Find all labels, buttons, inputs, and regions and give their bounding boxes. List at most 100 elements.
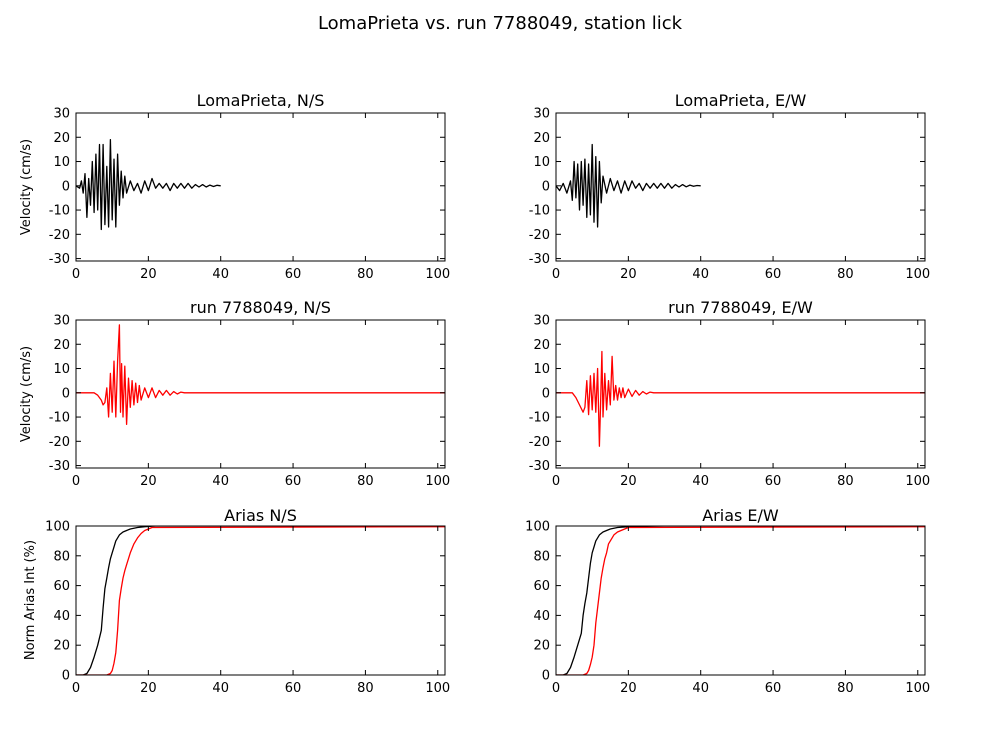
y-tick-label: 0 bbox=[542, 669, 550, 684]
x-tick-label: 40 bbox=[212, 267, 229, 282]
x-tick-label: 40 bbox=[692, 474, 709, 489]
x-tick-label: 60 bbox=[285, 681, 302, 696]
y-tick-label: 100 bbox=[525, 520, 550, 535]
series-line-0 bbox=[76, 526, 445, 675]
series-line-0 bbox=[76, 139, 221, 231]
y-tick-label: 20 bbox=[53, 639, 70, 654]
x-tick-label: 40 bbox=[212, 681, 229, 696]
x-tick-label: 20 bbox=[140, 681, 157, 696]
x-tick-label: 20 bbox=[620, 681, 637, 696]
subplot-run-ns: run 7788049, N/S Velocity (cm/s) 0 20 40 60… bbox=[19, 298, 450, 489]
y-axis-label: Velocity (cm/s) bbox=[19, 139, 34, 235]
plot-frame bbox=[555, 112, 926, 262]
y-tick-label: 0 bbox=[62, 179, 70, 194]
plot-frame bbox=[75, 319, 446, 469]
y-tick-label: -30 bbox=[529, 459, 550, 474]
y-tick-label: -10 bbox=[529, 411, 550, 426]
x-tick-label: 100 bbox=[905, 267, 930, 282]
x-tick-label: 20 bbox=[620, 267, 637, 282]
x-tick-label: 40 bbox=[212, 474, 229, 489]
x-tick-label: 80 bbox=[357, 267, 374, 282]
plot-frame bbox=[75, 112, 446, 262]
x-tick-label: 0 bbox=[72, 681, 80, 696]
y-tick-label: 40 bbox=[533, 609, 550, 624]
panel-title: Arias N/S bbox=[224, 506, 297, 525]
y-tick-label: 0 bbox=[542, 386, 550, 401]
y-axis-label: Velocity (cm/s) bbox=[19, 346, 34, 442]
y-tick-label: 30 bbox=[533, 314, 550, 329]
figure-title: LomaPrieta vs. run 7788049, station lick bbox=[318, 13, 683, 34]
y-tick-label: 10 bbox=[53, 155, 70, 170]
y-tick-label: 0 bbox=[62, 669, 70, 684]
x-tick-label: 60 bbox=[765, 681, 782, 696]
x-tick-label: 40 bbox=[692, 681, 709, 696]
y-tick-label: 30 bbox=[533, 107, 550, 122]
y-tick-label: 0 bbox=[542, 179, 550, 194]
y-tick-label: -30 bbox=[49, 252, 70, 267]
series-line-0 bbox=[556, 143, 701, 228]
x-tick-label: 80 bbox=[837, 681, 854, 696]
y-tick-label: 100 bbox=[45, 520, 70, 535]
y-tick-label: -10 bbox=[49, 411, 70, 426]
series-line-0 bbox=[556, 526, 925, 675]
y-tick-label: -20 bbox=[49, 435, 70, 450]
y-tick-label: 60 bbox=[53, 579, 70, 594]
subplot-lomaprieta-ns: LomaPrieta, N/S Velocity (cm/s) 0 20 40 60 8… bbox=[19, 91, 450, 282]
y-tick-label: -30 bbox=[49, 459, 70, 474]
y-axis-label: Norm Arias Int (%) bbox=[23, 540, 38, 660]
series-line-0 bbox=[76, 324, 445, 425]
subplot-lomaprieta-ew: LomaPrieta, E/W 0 20 40 60 80 100 -30 -20 -10 0 10… bbox=[529, 91, 930, 282]
x-tick-label: 40 bbox=[692, 267, 709, 282]
x-tick-label: 80 bbox=[357, 681, 374, 696]
panel-title: Arias E/W bbox=[702, 506, 779, 525]
plot-frame bbox=[75, 525, 446, 676]
x-tick-label: 80 bbox=[357, 474, 374, 489]
y-tick-label: 40 bbox=[53, 609, 70, 624]
plot-frame bbox=[555, 319, 926, 469]
y-tick-label: 0 bbox=[62, 386, 70, 401]
y-tick-label: 30 bbox=[53, 314, 70, 329]
y-tick-label: 30 bbox=[53, 107, 70, 122]
y-tick-label: 10 bbox=[53, 362, 70, 377]
y-tick-label: 20 bbox=[53, 338, 70, 353]
x-tick-label: 100 bbox=[905, 474, 930, 489]
y-tick-label: 10 bbox=[533, 155, 550, 170]
panel-title: run 7788049, E/W bbox=[668, 298, 813, 317]
x-tick-label: 60 bbox=[285, 474, 302, 489]
subplot-run-ew: run 7788049, E/W 0 20 40 60 80 100 -30 -20 -10 0 1… bbox=[529, 298, 930, 489]
series-line-1 bbox=[76, 526, 445, 675]
y-tick-label: 20 bbox=[533, 131, 550, 146]
y-tick-label: 80 bbox=[53, 549, 70, 564]
panel-title: LomaPrieta, N/S bbox=[197, 91, 325, 110]
x-tick-label: 60 bbox=[765, 267, 782, 282]
x-tick-label: 0 bbox=[72, 267, 80, 282]
y-tick-label: 80 bbox=[533, 549, 550, 564]
x-tick-label: 100 bbox=[905, 681, 930, 696]
y-tick-label: -20 bbox=[529, 435, 550, 450]
y-tick-label: -20 bbox=[49, 228, 70, 243]
x-tick-label: 100 bbox=[425, 681, 450, 696]
y-tick-label: 60 bbox=[533, 579, 550, 594]
y-tick-label: -10 bbox=[49, 204, 70, 219]
panel-title: LomaPrieta, E/W bbox=[675, 91, 807, 110]
x-tick-label: 100 bbox=[425, 474, 450, 489]
y-tick-label: -20 bbox=[529, 228, 550, 243]
x-tick-label: 100 bbox=[425, 267, 450, 282]
x-tick-label: 0 bbox=[552, 681, 560, 696]
x-tick-label: 0 bbox=[72, 474, 80, 489]
y-tick-label: 20 bbox=[533, 338, 550, 353]
y-tick-label: 20 bbox=[533, 639, 550, 654]
subplot-arias-ew: Arias E/W 0 20 40 60 80 100 0 20 40 60 80 100 bbox=[525, 506, 930, 696]
x-tick-label: 20 bbox=[620, 474, 637, 489]
plot-frame bbox=[555, 525, 926, 676]
x-tick-label: 80 bbox=[837, 267, 854, 282]
x-tick-label: 0 bbox=[552, 267, 560, 282]
x-tick-label: 60 bbox=[765, 474, 782, 489]
x-tick-label: 20 bbox=[140, 474, 157, 489]
y-tick-label: 20 bbox=[53, 131, 70, 146]
x-tick-label: 80 bbox=[837, 474, 854, 489]
x-tick-label: 0 bbox=[552, 474, 560, 489]
y-tick-label: 10 bbox=[533, 362, 550, 377]
series-line-1 bbox=[556, 526, 925, 675]
y-tick-label: -10 bbox=[529, 204, 550, 219]
